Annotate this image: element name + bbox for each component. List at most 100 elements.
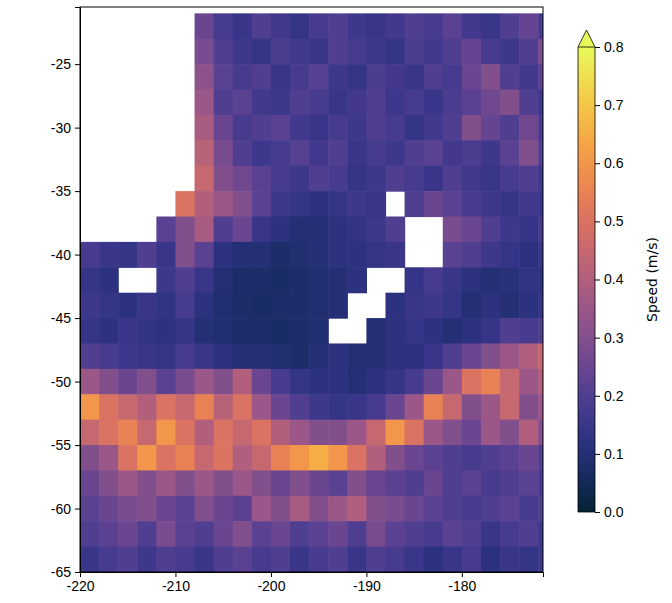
cell [500, 13, 520, 39]
cell [137, 242, 157, 268]
cell [99, 521, 119, 547]
cell [366, 242, 386, 268]
tick: -210 [162, 572, 190, 594]
cell [271, 521, 291, 547]
cell [538, 420, 543, 446]
cell [405, 293, 425, 319]
cell [137, 445, 157, 471]
cell [309, 420, 329, 446]
cell [137, 496, 157, 522]
cell [366, 64, 386, 90]
cell [309, 521, 329, 547]
cell [462, 343, 482, 369]
tick-label: -210 [162, 578, 190, 594]
cell [233, 318, 253, 344]
cell [214, 369, 234, 395]
cell [99, 420, 119, 446]
tick-mark [75, 64, 80, 65]
cell [214, 13, 234, 39]
cell [271, 420, 291, 446]
cell [252, 521, 272, 547]
cell [214, 318, 234, 344]
cell [443, 39, 463, 65]
cell [156, 496, 176, 522]
tick-mark [75, 318, 80, 319]
cell [252, 496, 272, 522]
cell [214, 343, 234, 369]
cell [538, 496, 543, 522]
tick-mark [595, 47, 600, 48]
cell [80, 521, 100, 547]
tick-mark [595, 454, 600, 455]
tick-label: -200 [257, 578, 285, 594]
cell [443, 547, 463, 572]
cell [195, 191, 215, 217]
x-axis-line [81, 573, 544, 578]
cell [175, 496, 195, 522]
cell [214, 191, 234, 217]
cell [385, 13, 405, 39]
cell [233, 267, 253, 293]
tick-label: 0.0 [604, 504, 624, 520]
cell [175, 369, 195, 395]
cell [309, 115, 329, 141]
cell [290, 242, 310, 268]
cell [137, 394, 157, 420]
cell [252, 140, 272, 166]
cell [290, 547, 310, 572]
plot-frame [80, 7, 543, 572]
cell [233, 13, 253, 39]
cell [405, 318, 425, 344]
tick: -40 [51, 247, 80, 263]
cell [271, 394, 291, 420]
cell [80, 369, 100, 395]
cell [405, 191, 425, 217]
cell [462, 13, 482, 39]
cell [462, 267, 482, 293]
cell [481, 13, 501, 39]
cell [156, 318, 176, 344]
cell [385, 445, 405, 471]
cell [500, 547, 520, 572]
cell [385, 115, 405, 141]
cell [99, 547, 119, 572]
cell [443, 470, 463, 496]
cell [424, 420, 444, 446]
cell [137, 547, 157, 572]
cell [405, 13, 425, 39]
tick-mark [595, 338, 600, 339]
cell [118, 521, 138, 547]
cell [347, 39, 367, 65]
cell [80, 445, 100, 471]
cell [500, 166, 520, 192]
cell [309, 318, 329, 344]
cell [175, 343, 195, 369]
cell [500, 420, 520, 446]
cell [424, 394, 444, 420]
cell [252, 242, 272, 268]
cell [405, 267, 425, 293]
cell [500, 445, 520, 471]
cell [290, 293, 310, 319]
cell [156, 267, 176, 293]
cell [252, 39, 272, 65]
cell [385, 39, 405, 65]
cell [443, 521, 463, 547]
cell [385, 166, 405, 192]
cell [99, 445, 119, 471]
cell [328, 496, 348, 522]
tick: 0.4 [595, 271, 624, 287]
cell [80, 420, 100, 446]
tick-mark [271, 572, 272, 577]
cell [519, 166, 539, 192]
tick-mark [595, 512, 600, 513]
tick: -200 [257, 572, 285, 594]
cell [233, 369, 253, 395]
cell [195, 496, 215, 522]
tick: -35 [51, 183, 80, 199]
cell [175, 547, 195, 572]
cell [175, 191, 195, 217]
cell [347, 166, 367, 192]
cell [443, 318, 463, 344]
cell [290, 64, 310, 90]
